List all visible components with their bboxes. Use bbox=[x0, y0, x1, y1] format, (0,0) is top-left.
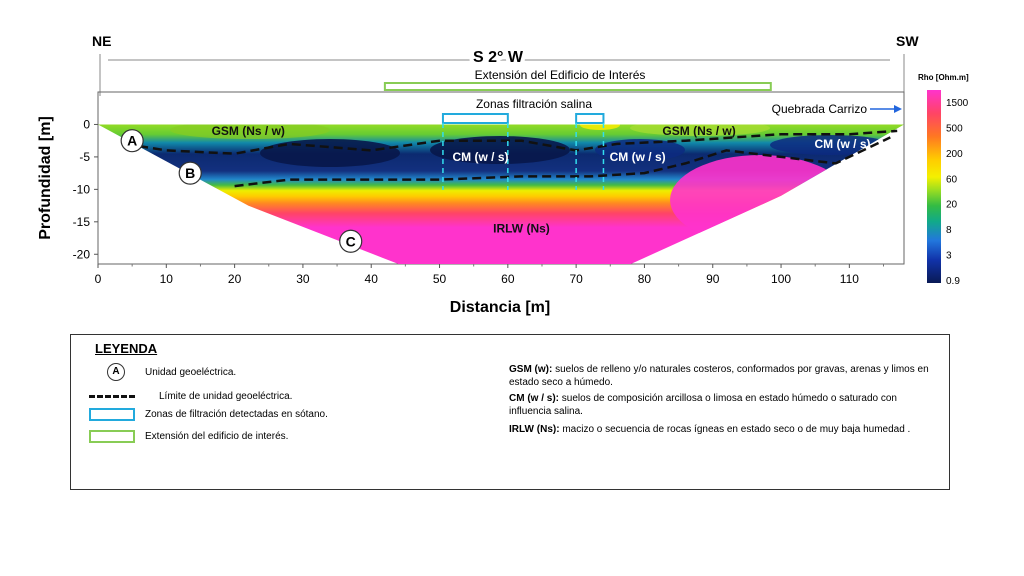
creek-label: Quebrada Carrizo bbox=[772, 102, 868, 116]
legend-building-symbol bbox=[89, 427, 135, 445]
y-tick-label: -10 bbox=[73, 182, 91, 196]
zone-label-5: CM (w / s) bbox=[815, 137, 871, 151]
colorbar-label: 200 bbox=[946, 149, 963, 160]
legend-filtration-symbol bbox=[89, 405, 135, 423]
desc-gsm-key: GSM (w): bbox=[509, 364, 553, 375]
blue-core-1 bbox=[260, 139, 400, 167]
building-extent-label: Extensión del Edificio de Interés bbox=[475, 68, 646, 82]
colorbar-label: 20 bbox=[946, 200, 958, 211]
dashed-line-icon bbox=[89, 395, 135, 398]
creek-arrow-head bbox=[894, 105, 902, 113]
blue-core-4 bbox=[770, 135, 890, 155]
zone-label-2: GSM (Ns / w) bbox=[662, 124, 735, 138]
cyan-box-icon bbox=[89, 408, 135, 421]
unit-marker-A bbox=[120, 129, 144, 153]
filtration-zones bbox=[441, 113, 605, 190]
x-axis-label: Distancia [m] bbox=[450, 299, 550, 316]
desc-cm-key: CM (w / s): bbox=[509, 393, 559, 404]
legend-item-building: Extensión del edificio de interés. bbox=[89, 427, 288, 445]
colorbar-label: 500 bbox=[946, 123, 963, 134]
desc-gsm-text: suelos de relleno y/o naturales costeros… bbox=[509, 364, 929, 388]
y-axis: 0 -5 -10 -15 -20 bbox=[73, 117, 98, 261]
unit-circle-icon: A bbox=[107, 363, 125, 381]
legend-item-filtration: Zonas de filtración detectadas en sótano… bbox=[89, 405, 328, 423]
x-tick-label: 90 bbox=[706, 272, 720, 286]
x-tick-label: 70 bbox=[569, 272, 583, 286]
legend-boundary-text: Límite de unidad geoeléctrica. bbox=[159, 390, 293, 402]
legend-item-boundary: Límite de unidad geoeléctrica. bbox=[89, 387, 292, 405]
legend-item-unit: A Unidad geoeléctrica. bbox=[89, 363, 236, 381]
resistivity-section-figure: NE SW S 2° W Extensión del Edificio de I… bbox=[37, 33, 969, 316]
colorbar-label: 60 bbox=[946, 174, 958, 185]
unit-marker-label-B: B bbox=[185, 165, 195, 181]
y-tick-label: -20 bbox=[73, 247, 91, 261]
x-tick-label: 40 bbox=[365, 272, 379, 286]
legend-unit-symbol: A bbox=[89, 363, 135, 381]
zone-label-3: CM (w / s) bbox=[453, 150, 509, 164]
filtration-box-1 bbox=[441, 113, 509, 124]
colorbar bbox=[927, 90, 941, 283]
sw-label: SW bbox=[896, 33, 919, 49]
upper-unit-boundary bbox=[125, 129, 898, 155]
desc-gsm: GSM (w): suelos de relleno y/o naturales… bbox=[509, 363, 939, 389]
legend-boundary-symbol bbox=[89, 387, 135, 405]
x-axis: 0 10 20 30 40 50 60 70 80 90 100 110 bbox=[95, 264, 885, 286]
yellow-patch bbox=[580, 124, 620, 130]
zone-label-4: CM (w / s) bbox=[610, 150, 666, 164]
colorbar-label: 1500 bbox=[946, 98, 969, 109]
filtration-label: Zonas filtración salina bbox=[476, 97, 592, 111]
unit-marker-label-C: C bbox=[346, 233, 356, 249]
zone-label-1: GSM (Ns / w) bbox=[212, 124, 285, 138]
building-extent-box bbox=[383, 82, 772, 91]
colorbar-ticks: 1500 500 200 60 20 8 3 0.9 bbox=[946, 98, 969, 287]
unit-marker-C bbox=[339, 229, 363, 253]
green-patch-2 bbox=[630, 124, 770, 136]
x-tick-label: 10 bbox=[160, 272, 174, 286]
colorbar-label: 0.9 bbox=[946, 276, 960, 287]
desc-cm-text: suelos de composición arcillosa o limosa… bbox=[509, 393, 897, 417]
desc-irlw-key: IRLW (Ns): bbox=[509, 424, 560, 435]
y-tick-label: 0 bbox=[83, 117, 90, 131]
y-axis-label: Profundidad [m] bbox=[37, 116, 54, 240]
x-tick-label: 100 bbox=[771, 272, 791, 286]
colorbar-label: 3 bbox=[946, 251, 952, 262]
zone-label-6: IRLW (Ns) bbox=[493, 221, 550, 235]
y-tick-label: -15 bbox=[73, 215, 91, 229]
y-tick-label: -5 bbox=[79, 150, 90, 164]
legend-box: LEYENDA A Unidad geoeléctrica. Límite de… bbox=[70, 334, 950, 490]
desc-irlw: IRLW (Ns): macizo o secuencia de rocas í… bbox=[509, 423, 939, 436]
x-tick-label: 50 bbox=[433, 272, 447, 286]
x-tick-label: 0 bbox=[95, 272, 102, 286]
desc-irlw-text: macizo o secuencia de rocas ígneas en es… bbox=[562, 424, 911, 435]
x-tick-label: 20 bbox=[228, 272, 242, 286]
x-tick-label: 30 bbox=[296, 272, 310, 286]
green-patch-1 bbox=[170, 124, 330, 139]
legend-building-text: Extensión del edificio de interés. bbox=[145, 430, 289, 442]
legend-unit-text: Unidad geoeléctrica. bbox=[145, 366, 237, 378]
filtration-box-2 bbox=[575, 113, 605, 124]
x-tick-label: 110 bbox=[840, 272, 859, 286]
zone-labels: GSM (Ns / w) GSM (Ns / w) CM (w / s) CM (w … bbox=[212, 124, 871, 235]
colorbar-title: Rho [Ohm.m] bbox=[918, 73, 969, 82]
pink-bulge bbox=[670, 155, 850, 245]
desc-cm: CM (w / s): suelos de composición arcill… bbox=[509, 392, 939, 418]
bearing-label: S 2° W bbox=[473, 49, 524, 66]
legend-filtration-text: Zonas de filtración detectadas en sótano… bbox=[145, 408, 328, 420]
ne-label: NE bbox=[92, 33, 111, 49]
colorbar-label: 8 bbox=[946, 225, 952, 236]
legend-title: LEYENDA bbox=[95, 341, 158, 356]
lower-unit-boundary bbox=[234, 136, 891, 188]
unit-marker-B bbox=[178, 161, 202, 185]
unit-markers: A B C bbox=[120, 129, 363, 253]
green-box-icon bbox=[89, 430, 135, 443]
x-tick-label: 80 bbox=[638, 272, 652, 286]
unit-marker-label-A: A bbox=[127, 133, 137, 149]
x-tick-label: 60 bbox=[501, 272, 515, 286]
